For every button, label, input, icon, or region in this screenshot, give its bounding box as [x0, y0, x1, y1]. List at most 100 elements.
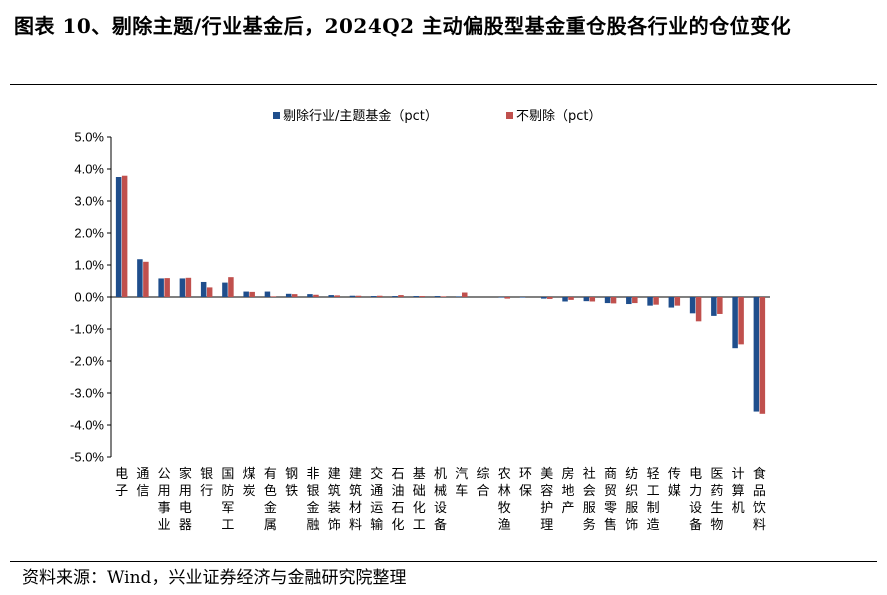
category-label-char: 综 [477, 467, 490, 482]
y-tick-label: -2.0% [70, 354, 104, 369]
y-tick-label: 4.0% [74, 162, 104, 177]
bar-all-13 [398, 295, 404, 297]
category-label-char: 饰 [625, 518, 638, 533]
bar-excluded-8 [285, 293, 292, 297]
bar-all-11 [355, 295, 362, 297]
category-label-char: 服 [625, 501, 638, 516]
y-tick-label: 5.0% [74, 130, 104, 145]
bar-all-20 [547, 297, 553, 299]
bar-all-6 [249, 291, 255, 297]
category-label-char: 础 [413, 484, 426, 499]
category-label-char: 饮 [753, 501, 766, 516]
category-label-char: 材 [349, 501, 362, 516]
bar-all-26 [674, 297, 681, 306]
category-label-char: 牧 [498, 501, 511, 516]
bar-all-25 [653, 297, 659, 305]
category-label-char: 工 [221, 518, 234, 533]
bar-all-14 [419, 296, 425, 297]
category-label-char: 电 [689, 467, 702, 482]
category-label-char: 非 [306, 467, 319, 482]
category-label-char: 轻 [647, 467, 660, 482]
bar-excluded-12 [370, 296, 377, 297]
y-tick-label: -3.0% [70, 386, 104, 401]
category-label-char: 子 [115, 484, 128, 499]
bar-all-2 [164, 278, 170, 297]
bar-excluded-19 [519, 297, 526, 298]
bar-excluded-22 [583, 297, 590, 302]
category-label-char: 机 [434, 467, 447, 482]
bar-excluded-6 [243, 291, 249, 297]
category-label-char: 电 [115, 467, 128, 482]
legend-swatch-1 [506, 112, 513, 119]
category-label-char: 汽 [455, 467, 468, 482]
category-label-char: 建 [349, 467, 362, 482]
bar-all-24 [632, 297, 638, 304]
bar-all-1 [143, 261, 149, 297]
category-label-char: 制 [647, 501, 660, 516]
bar-excluded-24 [626, 297, 632, 305]
category-label-char: 钢 [285, 467, 298, 482]
bar-excluded-7 [264, 291, 271, 297]
category-label-char: 房 [562, 466, 575, 482]
category-label-char: 传 [668, 467, 681, 482]
bar-excluded-28 [711, 297, 717, 316]
bar-all-30 [759, 297, 766, 414]
category-label-char: 事 [158, 501, 171, 516]
category-label-char: 地 [562, 484, 575, 499]
bar-all-9 [313, 294, 319, 297]
category-label-char: 社 [583, 466, 596, 482]
y-tick-label: -5.0% [70, 450, 104, 465]
category-label-char: 农 [498, 467, 511, 482]
legend-label-0: 剔除行业/主题基金（pct） [283, 108, 438, 124]
bar-excluded-2 [158, 278, 164, 297]
category-label-char: 设 [434, 501, 447, 516]
category-label-char: 环 [519, 467, 532, 482]
bar-excluded-21 [562, 297, 568, 302]
category-label-char: 属 [264, 518, 277, 533]
bar-all-28 [717, 297, 723, 314]
category-label-char: 通 [370, 484, 383, 499]
bar-excluded-10 [328, 295, 334, 297]
category-label-char: 计 [732, 467, 745, 482]
category-label-char: 造 [647, 518, 660, 533]
chart-title: 图表 10、剔除主题/行业基金后，2024Q2 主动偏股型基金重仓股各行业的仓位… [14, 14, 792, 38]
bar-excluded-9 [307, 294, 313, 297]
category-label-char: 国 [221, 467, 234, 482]
category-label-char: 铁 [285, 484, 298, 499]
bar-all-8 [291, 294, 298, 297]
category-label-char: 机 [732, 501, 745, 516]
category-label-char: 公 [158, 467, 171, 482]
bar-all-29 [738, 297, 744, 345]
category-label-char: 工 [647, 484, 660, 499]
bar-excluded-13 [392, 296, 398, 297]
bar-all-5 [228, 277, 234, 297]
bottom-divider [10, 561, 877, 562]
category-label-char: 炭 [243, 484, 256, 499]
legend-swatch-0 [273, 112, 280, 119]
top-divider [10, 84, 877, 85]
category-label-char: 品 [753, 484, 766, 499]
category-label-char: 设 [689, 501, 702, 516]
category-label-char: 化 [413, 501, 426, 516]
bar-excluded-26 [668, 297, 675, 308]
category-label-char: 用 [179, 484, 192, 499]
bar-excluded-23 [604, 297, 611, 304]
bar-excluded-25 [647, 297, 653, 306]
category-label-char: 械 [434, 484, 447, 499]
category-label-char: 售 [604, 517, 617, 533]
category-label-char: 织 [625, 484, 638, 499]
bar-layer [115, 175, 766, 414]
bar-all-16 [462, 292, 468, 297]
category-label-char: 色 [264, 483, 277, 499]
category-label-char: 保 [519, 484, 532, 499]
bar-excluded-29 [732, 297, 738, 349]
bar-excluded-11 [349, 295, 356, 297]
category-label-char: 纺 [625, 467, 638, 482]
category-label-char: 食 [753, 466, 766, 482]
category-label-char: 基 [413, 467, 426, 482]
bar-excluded-16 [456, 296, 462, 297]
y-tick-label: 3.0% [74, 194, 104, 209]
category-label-char: 合 [477, 484, 490, 499]
category-label-char: 渔 [498, 518, 511, 533]
category-label-char: 运 [370, 501, 383, 516]
